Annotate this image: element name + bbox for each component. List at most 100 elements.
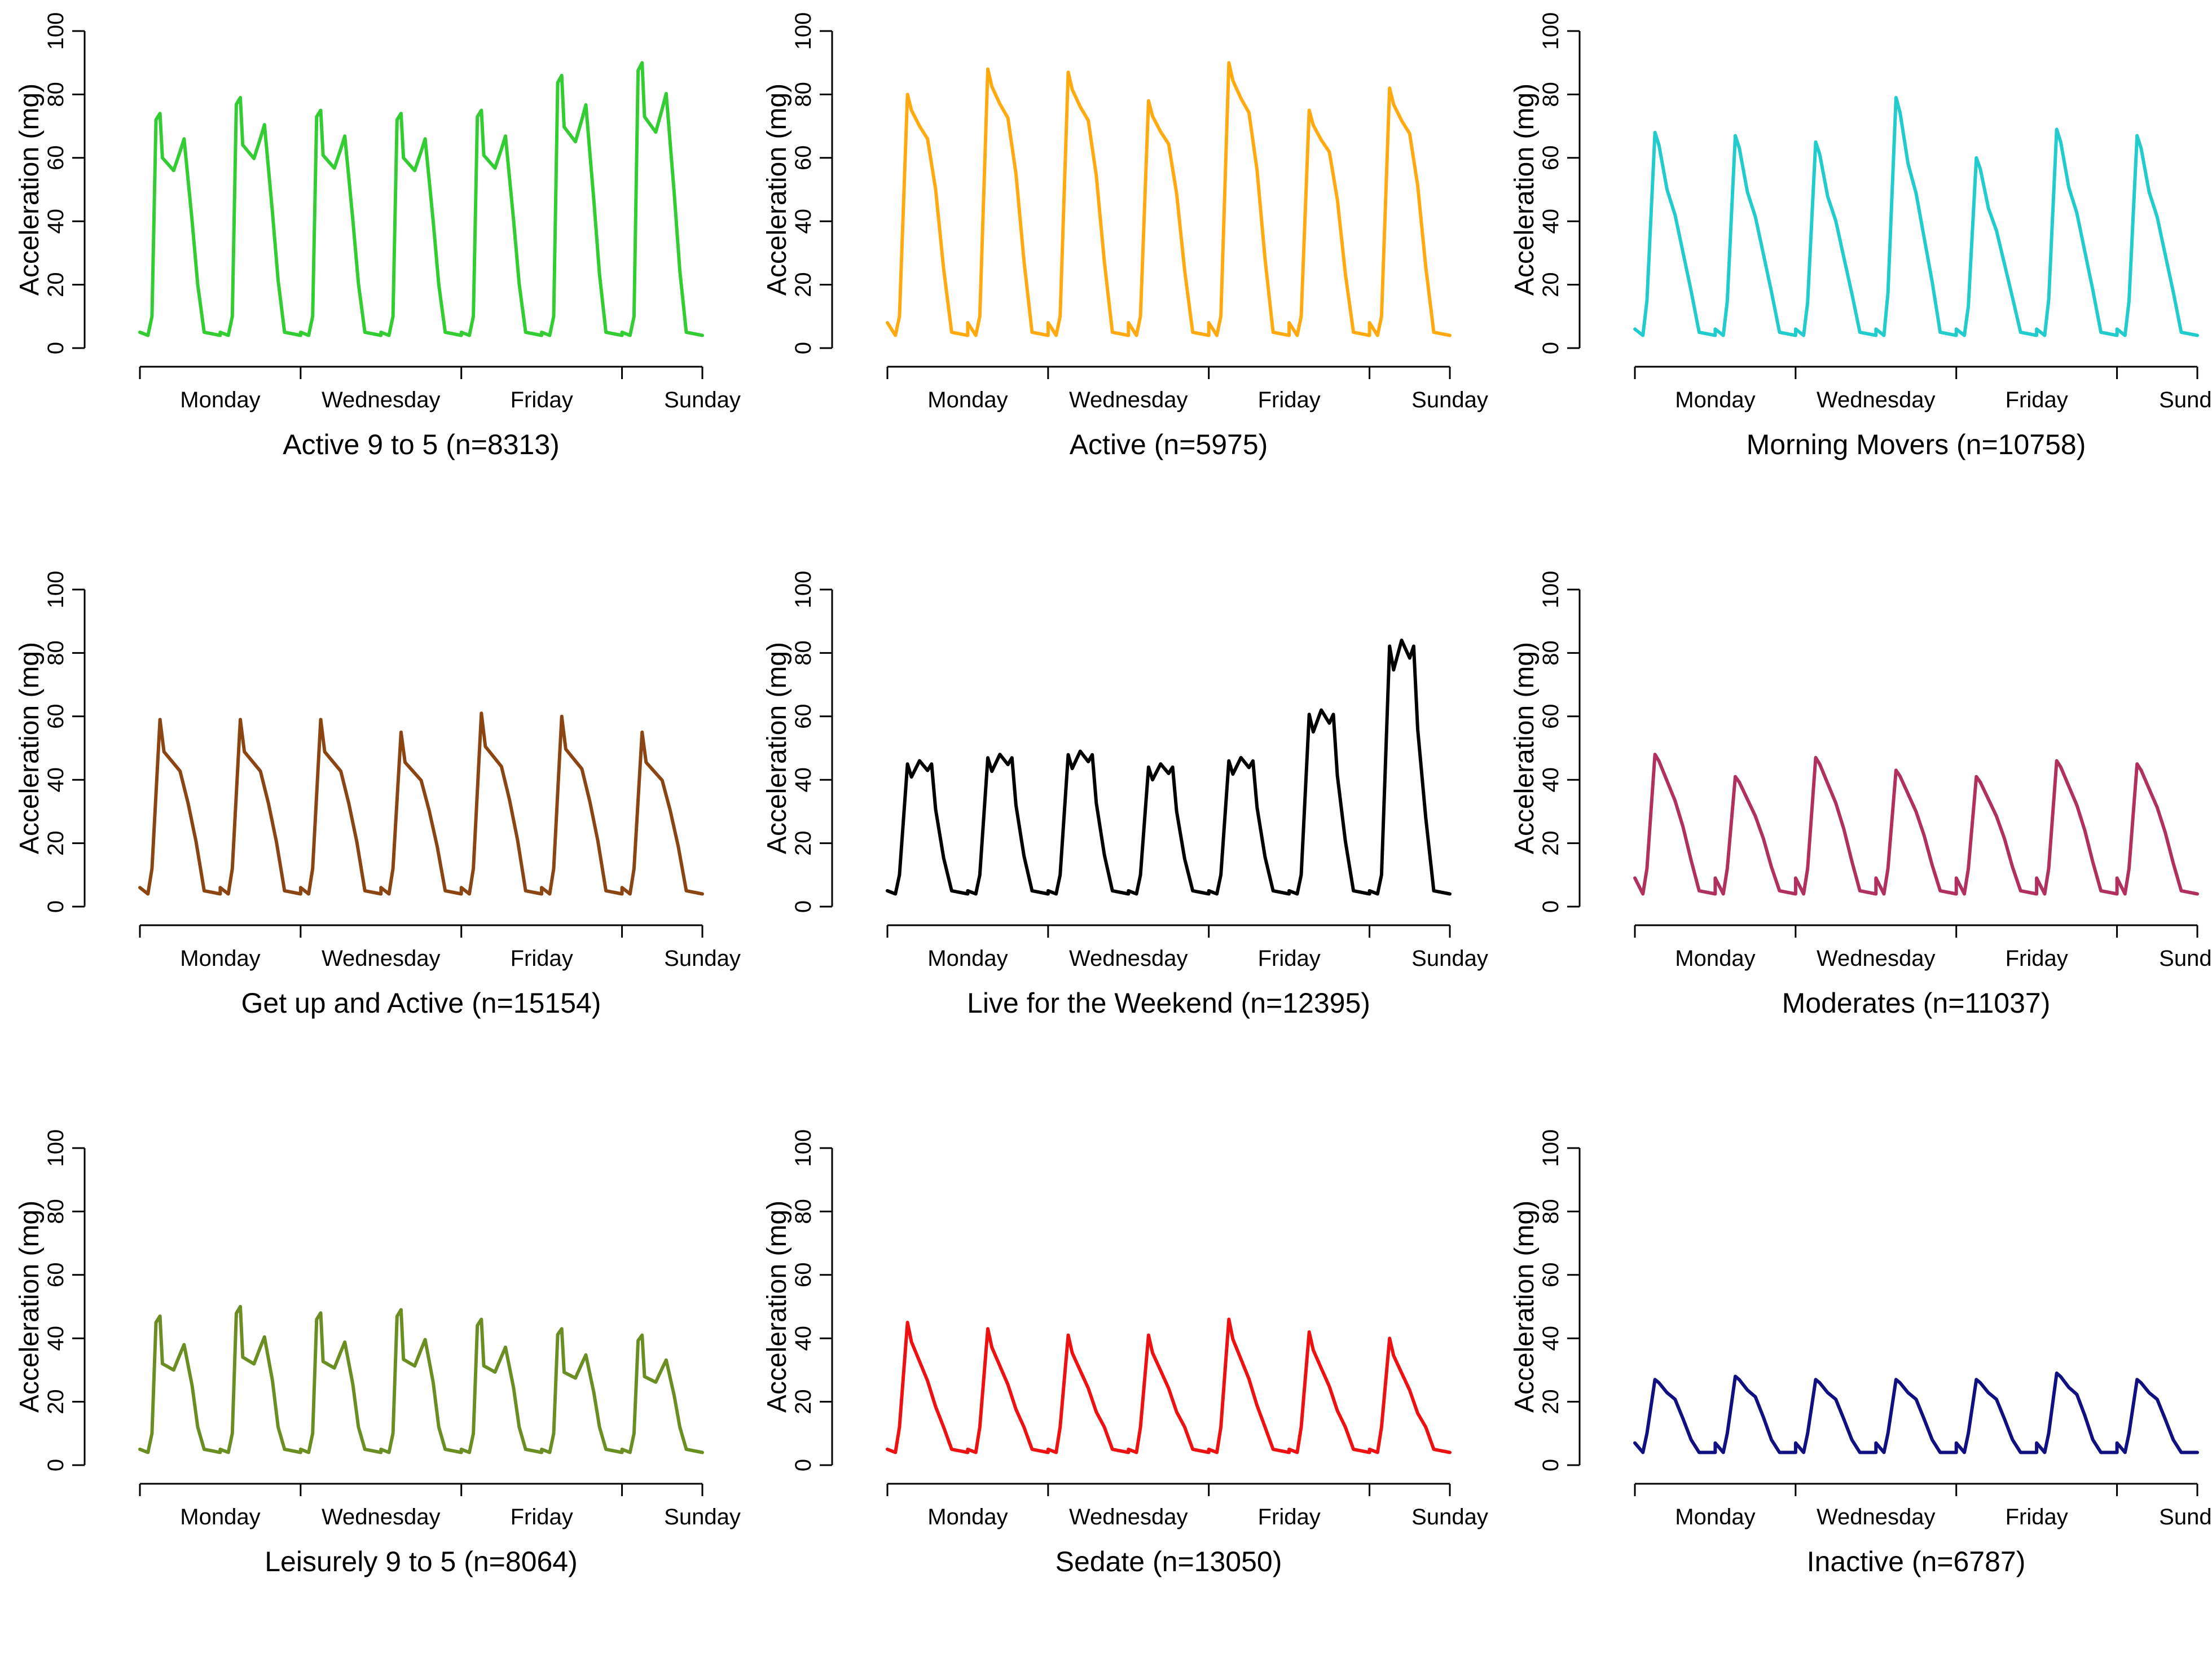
x-tick-label: Sunday (664, 946, 741, 971)
y-tick-label: 0 (43, 1459, 68, 1471)
y-tick-label: 100 (43, 1129, 68, 1167)
chart-panel-leisurely-9-to-5: 0 20 40 60 80 100 Acceleration (mg) Monday Wedne… (0, 1117, 747, 1653)
series-line-active (886, 61, 1452, 337)
x-tick-label: Monday (1675, 1505, 1755, 1529)
chart-title: Inactive (n=6787) (1807, 1546, 2026, 1577)
x-tick-label: Wednesday (1817, 388, 1936, 412)
y-tick-label: 20 (791, 272, 816, 297)
y-axis-label: Acceleration (mg) (762, 1201, 792, 1413)
y-tick-label: 0 (43, 900, 68, 913)
x-tick-label: Friday (511, 1505, 573, 1529)
y-tick-label: 60 (1538, 146, 1563, 171)
y-tick-label: 20 (1538, 1389, 1563, 1414)
x-tick-label: Monday (1675, 946, 1755, 971)
x-tick-label: Sunday (2159, 946, 2212, 971)
x-tick-label: Monday (180, 1505, 260, 1529)
chart-svg: 0 20 40 60 80 100 Acceleration (mg) Monday Wedne… (1510, 571, 2212, 1019)
y-tick-label: 40 (43, 767, 68, 793)
y-tick-label: 0 (791, 342, 816, 354)
chart-svg: 0 20 40 60 80 100 Acceleration (mg) Monday Wedne… (15, 12, 741, 460)
chart-title: Moderates (n=11037) (1782, 987, 2051, 1019)
y-tick-label: 60 (1538, 704, 1563, 729)
y-tick-label: 100 (1538, 12, 1563, 50)
x-tick-label: Sunday (1411, 388, 1488, 412)
y-tick-label: 40 (43, 209, 68, 234)
y-tick-label: 20 (1538, 830, 1563, 856)
y-tick-label: 100 (791, 1129, 816, 1167)
y-tick-label: 40 (1538, 1326, 1563, 1351)
chart-svg: 0 20 40 60 80 100 Acceleration (mg) Monday Wedne… (1510, 12, 2212, 460)
x-tick-label: Friday (1258, 388, 1321, 412)
y-tick-label: 0 (1538, 900, 1563, 913)
x-tick-label: Sunday (664, 1505, 741, 1529)
y-tick-label: 20 (791, 830, 816, 856)
chart-svg: 0 20 40 60 80 100 Acceleration (mg) Monday Wedne… (762, 1129, 1488, 1577)
y-tick-label: 40 (43, 1326, 68, 1351)
series-line-sedate (886, 1317, 1452, 1454)
x-tick-label: Sunday (2159, 388, 2212, 412)
y-tick-label: 80 (791, 82, 816, 107)
y-tick-label: 60 (791, 146, 816, 171)
y-tick-label: 100 (791, 12, 816, 50)
chart-svg: 0 20 40 60 80 100 Acceleration (mg) Monday Wedne… (15, 1129, 741, 1577)
y-tick-label: 100 (43, 12, 68, 50)
y-axis-label: Acceleration (mg) (1510, 642, 1540, 854)
y-tick-label: 60 (791, 704, 816, 729)
x-tick-label: Friday (1258, 946, 1321, 971)
y-tick-label: 60 (43, 704, 68, 729)
y-tick-label: 0 (1538, 342, 1563, 354)
y-tick-label: 40 (1538, 767, 1563, 793)
y-tick-label: 0 (791, 1459, 816, 1471)
x-tick-label: Friday (1258, 1505, 1321, 1529)
chart-panel-moderates: 0 20 40 60 80 100 Acceleration (mg) Monday Wedne… (1495, 559, 2212, 1094)
y-tick-label: 80 (1538, 1199, 1563, 1224)
y-tick-label: 100 (791, 571, 816, 609)
chart-svg: 0 20 40 60 80 100 Acceleration (mg) Monday Wedne… (762, 12, 1488, 460)
x-tick-label: Sunday (1411, 1505, 1488, 1529)
series-line-moderates (1633, 753, 2199, 896)
x-tick-label: Friday (511, 388, 573, 412)
y-tick-label: 100 (1538, 1129, 1563, 1167)
y-axis-label: Acceleration (mg) (15, 1201, 45, 1413)
y-tick-label: 80 (43, 1199, 68, 1224)
chart-title: Active (n=5975) (1070, 429, 1268, 460)
y-tick-label: 60 (43, 1263, 68, 1288)
y-axis-label: Acceleration (mg) (762, 83, 792, 296)
y-tick-label: 0 (1538, 1459, 1563, 1471)
x-tick-label: Wednesday (322, 388, 441, 412)
y-tick-label: 0 (43, 342, 68, 354)
chart-panel-active-9-to-5: 0 20 40 60 80 100 Acceleration (mg) Monday Wedne… (0, 0, 747, 536)
chart-svg: 0 20 40 60 80 100 Acceleration (mg) Monday Wedne… (1510, 1129, 2212, 1577)
y-tick-label: 20 (791, 1389, 816, 1414)
x-tick-label: Wednesday (1069, 1505, 1188, 1529)
y-tick-label: 80 (791, 1199, 816, 1224)
x-tick-label: Sunday (1411, 946, 1488, 971)
x-tick-label: Sunday (2159, 1505, 2212, 1529)
x-tick-label: Wednesday (322, 1505, 441, 1529)
y-tick-label: 80 (1538, 82, 1563, 107)
y-tick-label: 60 (791, 1263, 816, 1288)
y-axis-label: Acceleration (mg) (762, 642, 792, 854)
y-tick-label: 20 (43, 1389, 68, 1414)
chart-panel-get-up-and-active: 0 20 40 60 80 100 Acceleration (mg) Monday Wedne… (0, 559, 747, 1094)
x-tick-label: Wednesday (1069, 946, 1188, 971)
x-tick-label: Wednesday (1817, 946, 1936, 971)
x-tick-label: Friday (2006, 388, 2068, 412)
y-tick-label: 40 (791, 767, 816, 793)
series-line-live-for-the-weekend (886, 638, 1452, 896)
y-tick-label: 80 (43, 82, 68, 107)
y-tick-label: 40 (791, 1326, 816, 1351)
series-line-active-9-to-5 (138, 61, 704, 337)
y-tick-label: 60 (43, 146, 68, 171)
y-tick-label: 80 (791, 640, 816, 666)
y-axis-label: Acceleration (mg) (15, 83, 45, 296)
chart-title: Live for the Weekend (n=12395) (967, 987, 1370, 1019)
y-axis-label: Acceleration (mg) (1510, 1201, 1540, 1413)
chart-panel-inactive: 0 20 40 60 80 100 Acceleration (mg) Monday Wedne… (1495, 1117, 2212, 1653)
chart-panel-live-for-the-weekend: 0 20 40 60 80 100 Acceleration (mg) Monday Wedne… (747, 559, 1495, 1094)
x-tick-label: Friday (2006, 1505, 2068, 1529)
chart-panel-morning-movers: 0 20 40 60 80 100 Acceleration (mg) Monday Wedne… (1495, 0, 2212, 536)
x-tick-label: Monday (927, 388, 1008, 412)
x-tick-label: Wednesday (1069, 388, 1188, 412)
y-tick-label: 20 (43, 272, 68, 297)
